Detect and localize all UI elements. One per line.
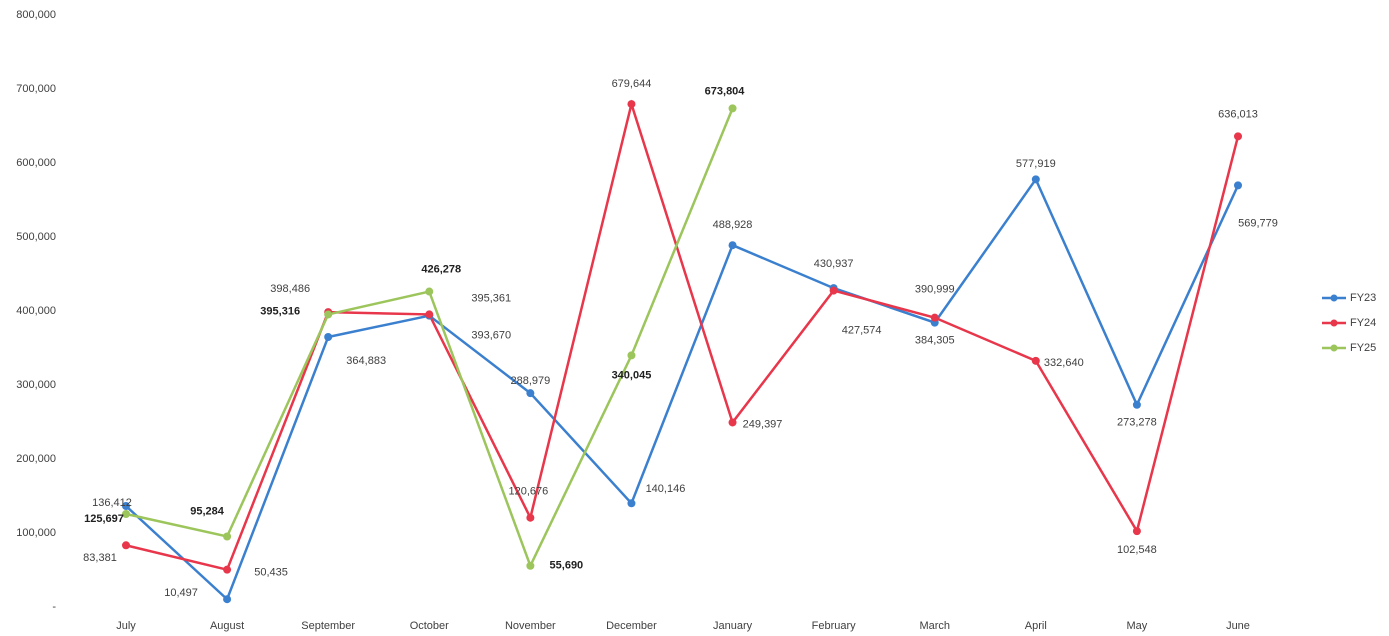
data-label: 679,644 [612,78,652,90]
data-point [526,513,535,522]
x-tick-label: December [606,620,657,632]
data-point [627,351,636,360]
data-label: 140,146 [646,483,686,495]
data-point [122,541,130,550]
data-label: 273,278 [1117,417,1157,429]
data-point [627,499,636,508]
data-label: 102,548 [1117,544,1157,556]
data-point [1031,356,1040,365]
data-label: 55,690 [550,560,584,572]
data-point [1234,132,1242,141]
data-label: 395,316 [260,305,300,317]
legend-label: FY23 [1350,292,1376,304]
y-tick-label: 800,000 [16,9,56,21]
x-tick-label: January [713,620,753,632]
legend-marker [1330,294,1338,302]
data-point [728,241,737,250]
data-point [223,532,232,541]
x-tick-label: July [116,620,136,632]
data-point [425,310,434,319]
x-tick-label: April [1025,620,1047,632]
legend-marker [1330,344,1338,352]
data-label: 95,284 [190,505,225,517]
x-tick-label: March [919,620,950,632]
y-tick-label: 200,000 [16,453,56,465]
legend-label: FY25 [1350,342,1376,354]
y-tick-label: - [52,601,56,613]
data-point [930,313,939,322]
data-label: 288,979 [510,375,550,387]
data-label: 398,486 [270,283,310,295]
data-label: 340,045 [612,369,652,381]
data-label: 364,883 [346,355,386,367]
x-tick-label: October [410,620,449,632]
data-label: 10,497 [164,587,198,599]
data-point [223,595,232,604]
legend-marker [1330,319,1338,327]
data-label: 125,697 [84,513,124,525]
data-label: 390,999 [915,284,955,296]
y-tick-label: 100,000 [16,527,56,539]
data-label: 636,013 [1218,108,1258,120]
series-line [125,176,1240,602]
data-label: 393,670 [471,330,511,342]
data-label: 673,804 [705,85,746,97]
x-tick-label: November [505,620,556,632]
data-point [526,561,535,570]
data-point [1132,400,1141,409]
series-line [125,107,734,569]
data-label: 430,937 [814,258,854,270]
legend-label: FY24 [1350,317,1376,329]
data-point [324,332,333,341]
data-point [324,310,333,319]
data-point [1132,527,1141,536]
data-label: 136,412 [92,497,132,509]
data-point [526,389,535,398]
x-tick-label: May [1127,620,1148,632]
data-label: 50,435 [254,567,288,579]
y-tick-label: 700,000 [16,83,56,95]
data-label: 83,381 [83,552,117,564]
data-label: 427,574 [842,325,882,337]
y-tick-label: 400,000 [16,305,56,317]
x-tick-label: June [1226,620,1250,632]
data-point [829,286,838,295]
series-line [125,99,1240,572]
y-tick-label: 500,000 [16,231,56,243]
data-label: 120,676 [508,486,548,498]
x-tick-label: February [812,620,857,632]
data-label: 395,361 [471,292,511,304]
data-point [1234,181,1242,190]
data-label: 426,278 [421,263,461,275]
data-point [728,418,737,427]
data-label: 569,779 [1238,217,1278,229]
data-point [627,100,636,109]
x-tick-label: September [301,620,355,632]
data-point [122,509,130,518]
x-tick-label: August [210,620,244,632]
data-label: 384,305 [915,335,955,347]
data-label: 488,928 [713,219,753,231]
y-tick-label: 300,000 [16,379,56,391]
data-label: 577,919 [1016,158,1056,170]
data-label: 332,640 [1044,357,1084,369]
data-point [122,502,130,511]
data-point [728,104,737,113]
data-point [1031,175,1040,184]
data-point [425,287,434,296]
y-tick-label: 600,000 [16,157,56,169]
data-point [223,565,232,574]
data-label: 249,397 [743,418,783,430]
